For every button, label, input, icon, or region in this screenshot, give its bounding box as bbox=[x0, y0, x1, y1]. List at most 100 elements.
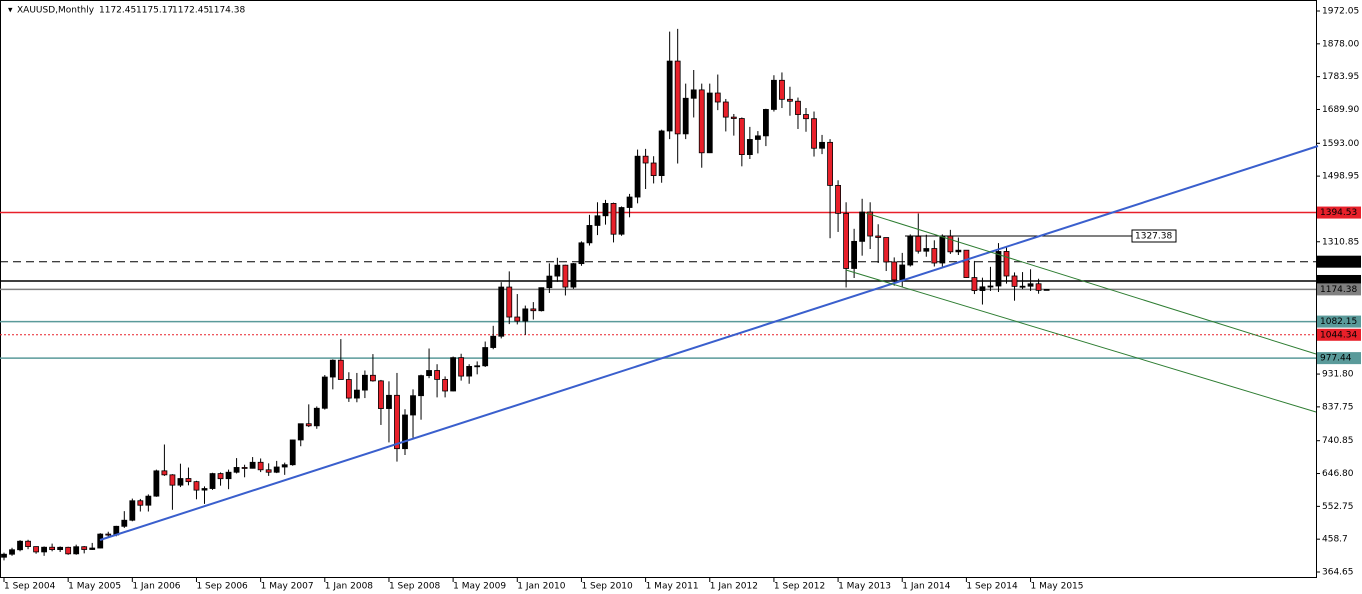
candle-body bbox=[754, 135, 761, 140]
candle-body bbox=[722, 101, 729, 118]
y-tick-label: 931.80 bbox=[1322, 370, 1354, 380]
candle-body bbox=[795, 100, 801, 115]
x-tick-label: 1 May 2011 bbox=[646, 582, 699, 592]
candle-body bbox=[682, 97, 689, 135]
candle-body bbox=[161, 470, 168, 476]
candle-body bbox=[490, 335, 497, 348]
candle-body bbox=[626, 196, 633, 208]
candle-body bbox=[289, 439, 296, 466]
candle-body bbox=[89, 547, 96, 550]
candle-body bbox=[137, 500, 144, 506]
trend-line bbox=[99, 145, 1319, 541]
candle-body bbox=[779, 79, 785, 100]
header-high: 1175.17 bbox=[136, 6, 173, 16]
level-label: 1198.50 bbox=[1320, 276, 1357, 286]
candle-body bbox=[730, 116, 737, 119]
candle-body bbox=[273, 466, 280, 473]
channel-line bbox=[845, 269, 1317, 413]
candle-body bbox=[963, 249, 970, 278]
candle-body bbox=[835, 185, 841, 214]
candle-body bbox=[49, 546, 56, 551]
candle-body bbox=[313, 407, 320, 427]
candle-body bbox=[474, 365, 481, 368]
candle-body bbox=[426, 370, 432, 377]
candle-body bbox=[458, 357, 465, 377]
y-tick-label: 1878.00 bbox=[1322, 39, 1359, 49]
candle-body bbox=[33, 546, 39, 553]
candle-body bbox=[442, 378, 449, 392]
x-tick-label: 1 May 2013 bbox=[838, 582, 891, 592]
candle-body bbox=[225, 471, 232, 480]
candle-body bbox=[482, 347, 489, 367]
candle-body bbox=[402, 414, 408, 450]
candle-body bbox=[714, 92, 721, 103]
header-symbol: XAUUSD,Monthly bbox=[17, 6, 95, 16]
x-tick-label: 1 May 2007 bbox=[261, 582, 314, 592]
annotation-label: 1327.38 bbox=[1135, 231, 1172, 241]
candle-body bbox=[763, 109, 769, 137]
y-tick-label: 646.80 bbox=[1322, 469, 1354, 479]
candle-body bbox=[570, 263, 577, 288]
candle-body bbox=[329, 359, 336, 378]
x-tick-label: 1 May 2009 bbox=[453, 582, 506, 592]
y-tick-label: 740.85 bbox=[1322, 436, 1354, 446]
y-tick-label: 1689.90 bbox=[1322, 105, 1359, 115]
y-tick-label: 1498.95 bbox=[1322, 172, 1359, 182]
candle-body bbox=[434, 370, 440, 380]
trend-lines bbox=[99, 145, 1319, 541]
candle-body bbox=[9, 549, 15, 555]
level-label: 977.44 bbox=[1320, 354, 1352, 364]
candle-body bbox=[514, 316, 521, 322]
candle-body bbox=[281, 464, 288, 468]
candle-body bbox=[129, 500, 136, 521]
candle-body bbox=[915, 235, 922, 252]
candle-body bbox=[297, 423, 304, 441]
candle-body bbox=[57, 546, 64, 551]
candle-body bbox=[618, 207, 625, 235]
candle-body bbox=[217, 473, 224, 480]
candle-body bbox=[899, 264, 906, 281]
candle-body bbox=[602, 202, 609, 217]
candle-body bbox=[827, 141, 833, 186]
candle-body bbox=[851, 240, 858, 269]
candle-body bbox=[177, 478, 184, 486]
y-tick-label: 1783.95 bbox=[1322, 72, 1359, 82]
header-close: 1174.38 bbox=[208, 6, 245, 16]
candle-body bbox=[185, 478, 192, 483]
level-label-bg bbox=[1317, 352, 1361, 365]
candle-body bbox=[674, 60, 681, 135]
level-label: 1082.15 bbox=[1320, 317, 1357, 327]
candle-body bbox=[771, 79, 777, 110]
candle-body bbox=[995, 251, 1002, 287]
level-label-bg bbox=[1317, 328, 1361, 341]
candle-body bbox=[241, 467, 248, 469]
candle-body bbox=[706, 92, 713, 154]
x-tick-label: 1 Jan 2014 bbox=[902, 582, 950, 592]
level-label: 1253.77 bbox=[1320, 257, 1357, 267]
level-label: 1044.34 bbox=[1320, 330, 1357, 340]
x-tick-label: 1 Jan 2012 bbox=[710, 582, 758, 592]
level-label: 1394.53 bbox=[1320, 208, 1357, 218]
candle-body bbox=[25, 540, 31, 547]
candle-body bbox=[209, 473, 216, 489]
candle-body bbox=[370, 374, 376, 382]
x-tick-label: 1 Sep 2004 bbox=[4, 582, 56, 592]
candle-body bbox=[522, 308, 529, 322]
candle-body bbox=[947, 235, 954, 253]
candle-body bbox=[971, 277, 978, 291]
x-tick-label: 1 May 2015 bbox=[1031, 582, 1084, 592]
candle-body bbox=[73, 546, 80, 555]
candle-body bbox=[891, 261, 898, 281]
candle-body bbox=[811, 118, 817, 149]
candle-body bbox=[169, 474, 176, 486]
candle-body bbox=[610, 202, 617, 235]
level-label-bg bbox=[1317, 315, 1361, 328]
candle-body bbox=[955, 249, 962, 253]
candle-body bbox=[530, 308, 537, 312]
x-tick-label: 1 Sep 2008 bbox=[389, 582, 441, 592]
candle-body bbox=[546, 275, 553, 289]
candle-body bbox=[538, 287, 545, 312]
